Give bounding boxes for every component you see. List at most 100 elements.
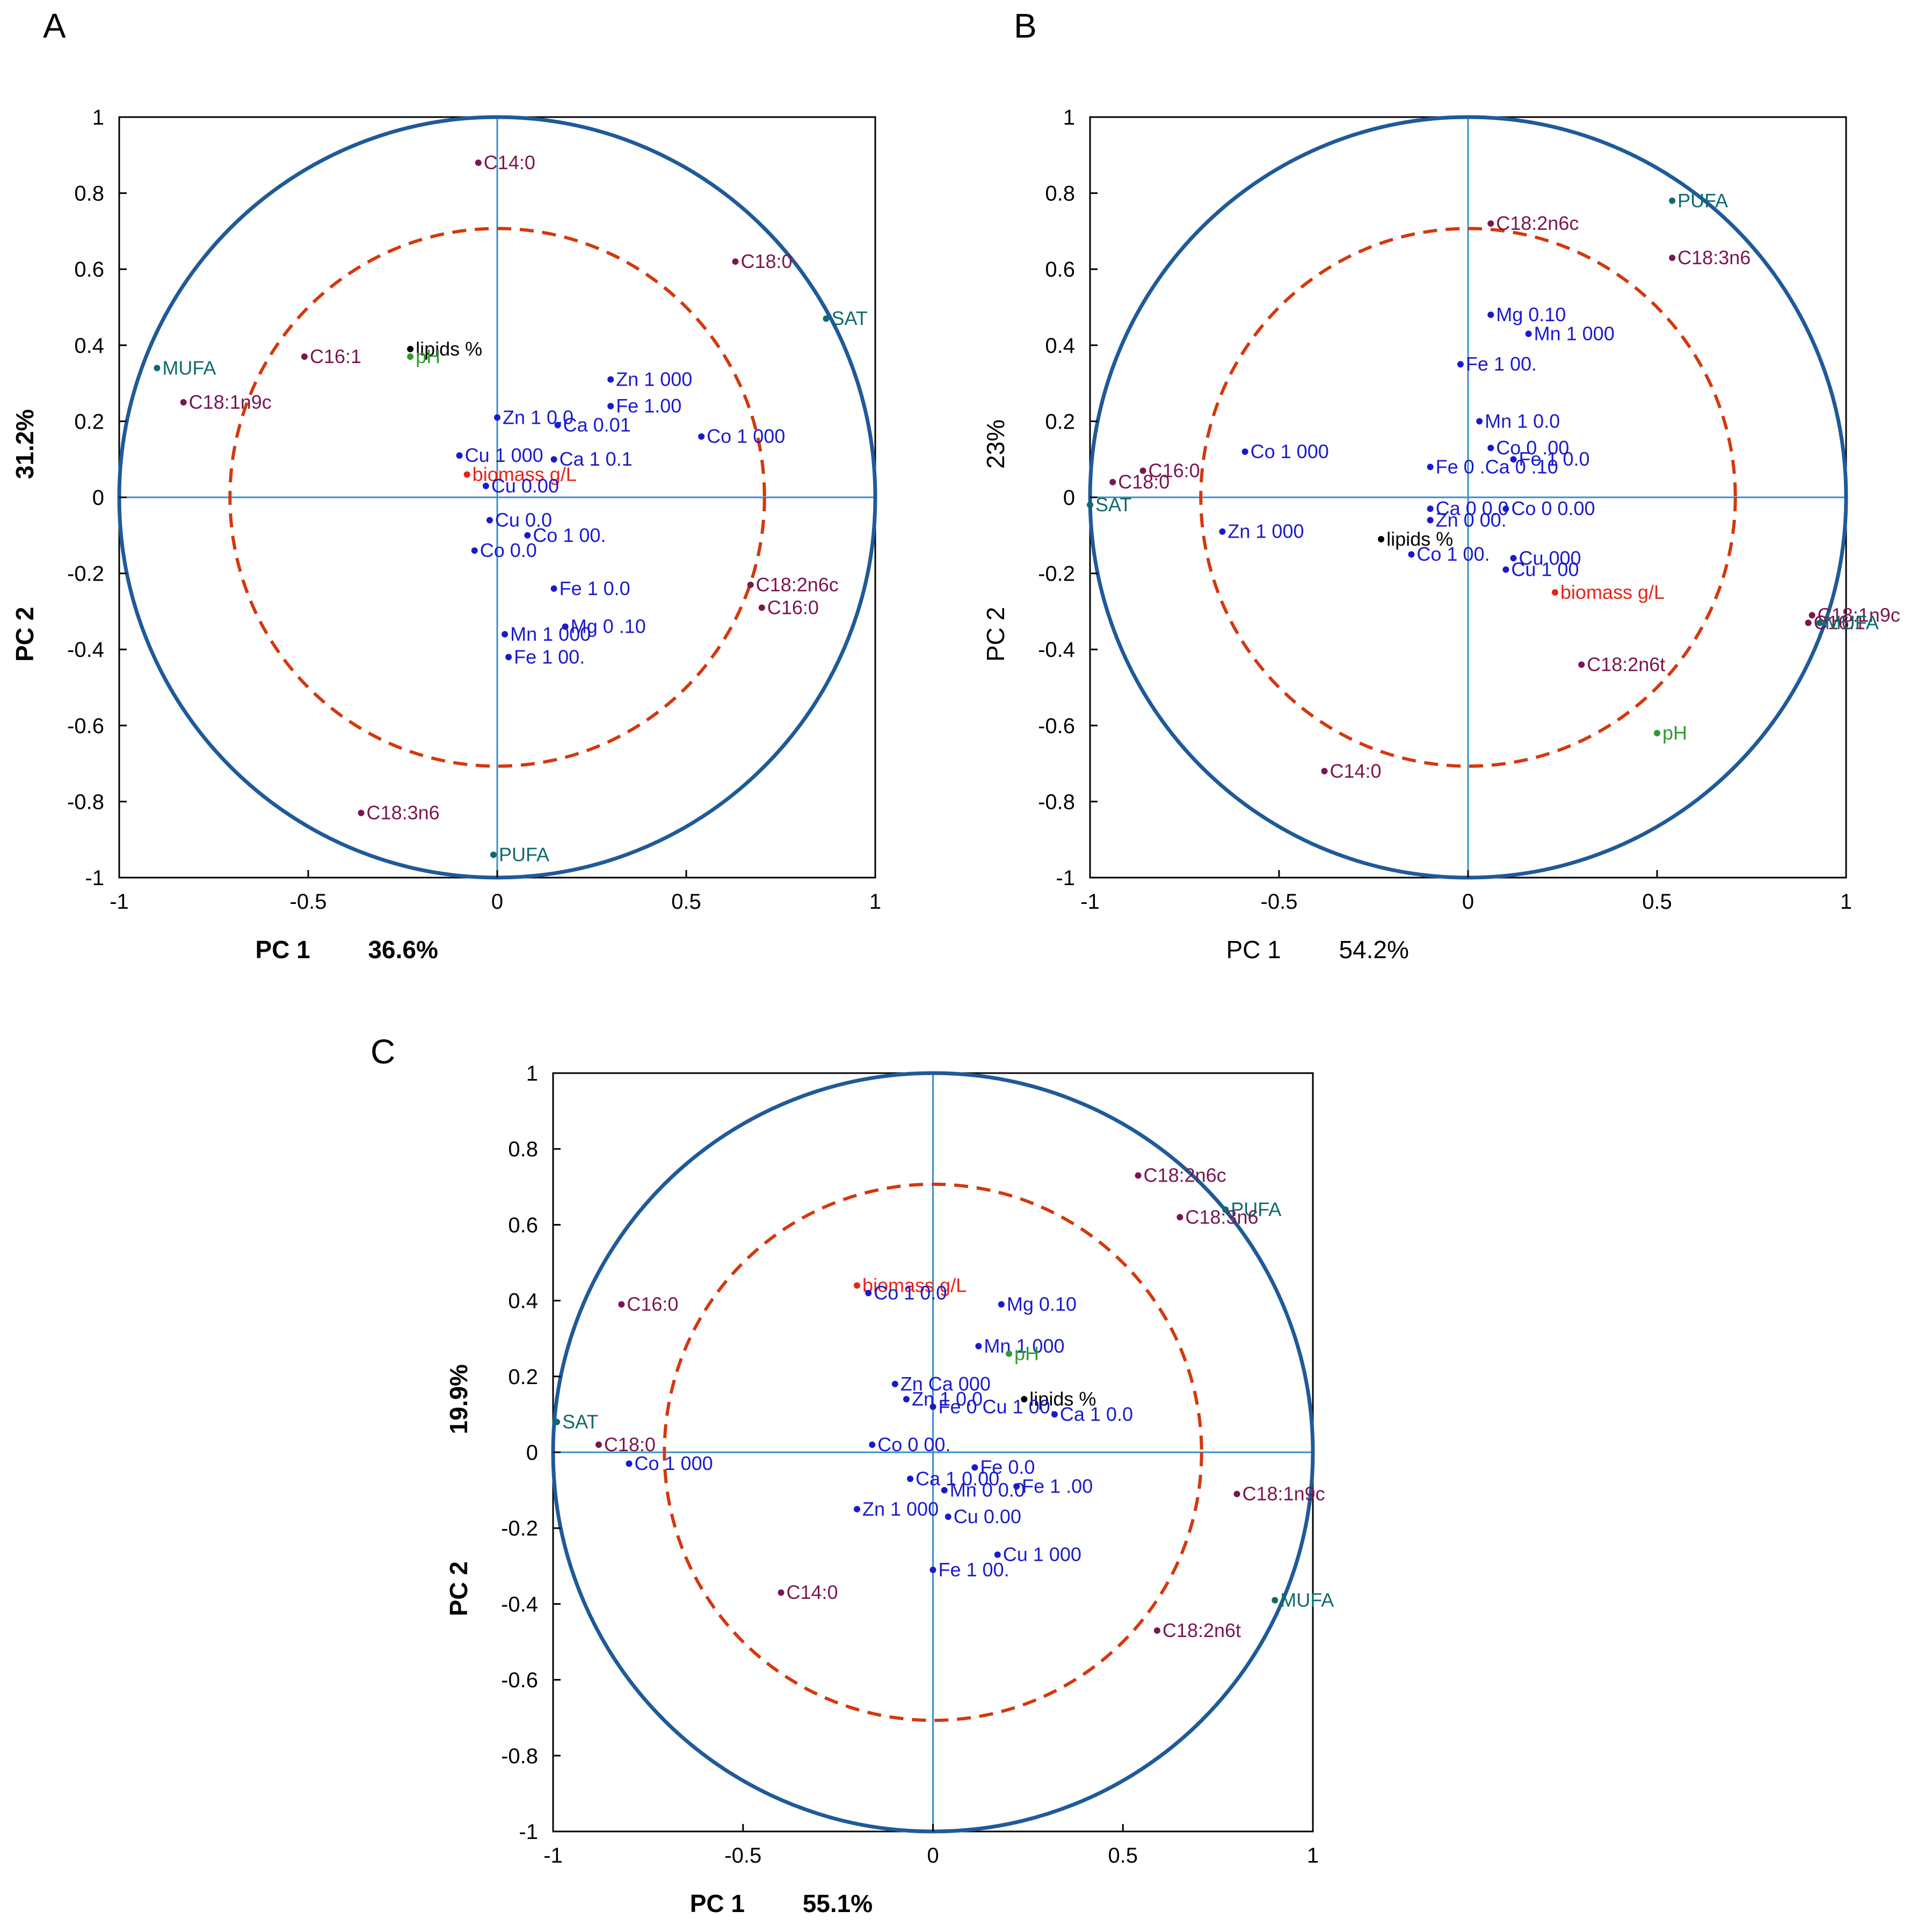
panel-b-point	[1427, 505, 1434, 512]
panel-c-point-label: Co 0 00.	[877, 1433, 950, 1456]
panel-c-point	[945, 1514, 952, 1520]
panel-a-point-label: biomass g/L	[473, 464, 577, 486]
panel-b-point-label: Zn 0 00.	[1436, 509, 1507, 531]
panel-a-point-label: C18:2n6c	[756, 574, 839, 596]
panel-a-y-tick-label: -0.6	[67, 714, 104, 738]
panel-a-point-label: pH	[416, 345, 440, 367]
panel-c-point	[891, 1380, 898, 1387]
panel-c-point	[903, 1396, 910, 1403]
panel-c-point-label: C18:2n6c	[1144, 1164, 1226, 1186]
panel-a-letter: A	[43, 6, 66, 45]
panel-b-point-label: C18:3n6	[1677, 247, 1751, 269]
panel-a-point	[482, 482, 489, 489]
panel-c-y-tick-label: 0.4	[508, 1290, 538, 1313]
panel-b-point-label: MUFA	[1825, 612, 1879, 634]
panel-a-point	[180, 399, 187, 406]
panel-c-point-label: Fe 0.0	[980, 1456, 1035, 1478]
panel-b-point-label: C16:0	[1149, 459, 1200, 481]
panel-b-y-axis-title: PC 2	[982, 607, 1009, 662]
panel-c-point	[626, 1460, 633, 1467]
panel-b-point	[1816, 619, 1823, 626]
panel-c-inner-dashed-circle	[663, 1182, 1203, 1722]
panel-b-point-label: C18:0	[1118, 471, 1170, 493]
panel-c-point	[1233, 1490, 1240, 1497]
panel-a-x-tick-label: -1	[110, 890, 129, 914]
panel-c-point-label: Zn 1 0.0	[912, 1388, 983, 1410]
panel-b-y-tick-label: 0.2	[1045, 410, 1075, 433]
panel-c-y-tick-label: -0.4	[501, 1592, 538, 1616]
panel-a-point	[471, 547, 478, 554]
panel-a-point-label: C14:0	[484, 151, 535, 173]
panel-a-point	[524, 532, 531, 539]
panel-b-point	[1578, 661, 1585, 668]
panel-b-point	[1321, 767, 1328, 774]
panel-c-point-label: C18:3n6	[1185, 1206, 1258, 1228]
panel-c-y-tick-label: 0	[526, 1441, 538, 1465]
panel-a-point-label: Zn 1 0.0	[503, 406, 573, 428]
panel-a-point	[490, 851, 497, 858]
panel-a-point-label: C18:1n9c	[189, 391, 272, 413]
panel-c-y-tick-label: 0.8	[508, 1138, 538, 1161]
panel-b-point-label: Fe 1 00.	[1466, 353, 1537, 375]
panel-b-point	[1487, 444, 1494, 451]
panel-b-point	[1654, 729, 1660, 736]
panel-c-point-label: Co 1 0.0	[874, 1281, 947, 1304]
panel-c-point-label: Ca 1 0.00	[916, 1467, 999, 1489]
panel-a-y-tick-label: 0.8	[74, 182, 104, 206]
panel-b-y-tick-label: -0.4	[1038, 638, 1075, 662]
panel-a-point-label: Cu 1 000	[465, 444, 543, 466]
panel-a-point	[562, 623, 569, 630]
panel-b-point-label: Mn 1 0.0	[1485, 410, 1560, 432]
panel-b-point-label: Cu 000	[1519, 547, 1581, 569]
panel-c-point	[1222, 1206, 1229, 1213]
panel-a-point	[486, 517, 493, 524]
panel-b-point	[1487, 312, 1494, 318]
panel-a-point-label: Fe 1.00	[616, 395, 681, 417]
panel-a-y-tick-label: 0.6	[74, 258, 104, 281]
panel-c-point-label: Mn 1 000	[984, 1335, 1064, 1357]
panel-c-y-tick-label: 0.2	[508, 1365, 538, 1389]
panel-b-y-tick-label: 1	[1063, 106, 1075, 129]
panel-b-y-tick-label: -0.8	[1038, 790, 1075, 814]
panel-c-point-label: biomass g/L	[862, 1274, 967, 1296]
panel-c-point	[994, 1551, 1001, 1558]
panel-b-inner-dashed-circle	[1199, 227, 1737, 768]
panel-a-point	[823, 315, 830, 322]
panel-b-point	[1139, 467, 1146, 474]
panel-c-y-tick-label: 0.6	[508, 1213, 538, 1237]
panel-b-point-label: biomass g/L	[1560, 581, 1665, 603]
panel-a-point-label: C18:3n6	[367, 802, 440, 824]
panel-a-point-label: Zn 1 000	[616, 368, 692, 390]
panel-b-point-label: Co 0 .00	[1496, 437, 1569, 459]
panel-c-point	[618, 1301, 625, 1308]
panel-a-point-label: MUFA	[162, 357, 216, 379]
panel-b-point-label: Ca 0 0.0	[1436, 497, 1509, 519]
panel-a-point	[463, 471, 470, 478]
panel-b-point-label: C14:0	[1330, 760, 1381, 782]
panel-a-x-tick-label: 1	[869, 890, 881, 914]
panel-a-y-tick-label: 0.4	[74, 334, 104, 358]
panel-c-point-label: PUFA	[1231, 1198, 1281, 1220]
panel-b-point	[1669, 197, 1676, 204]
panel-a-y-tick-label: -0.2	[67, 562, 104, 586]
panel-a-point	[550, 585, 557, 592]
panel-a-point	[358, 809, 365, 816]
panel-c-x-axis-title: PC 1	[690, 1889, 745, 1917]
panel-b-point-label: Co 1 00.	[1417, 543, 1490, 565]
panel-b-x-tick-label: 1	[1840, 890, 1852, 914]
panel-a-point	[607, 403, 614, 410]
panel-a-y-tick-label: 0.2	[74, 410, 104, 433]
panel-a-point-label: Fe 1 00.	[514, 646, 585, 668]
panel-b-point-label: Mn 1 000	[1534, 323, 1615, 345]
panel-c-point-label: Cu 0.00	[954, 1505, 1021, 1527]
panel-c-point	[1021, 1396, 1028, 1403]
panel-b: B -1 -0.5 0 0.5 1 1 0.8 0.6 0.4 0.2 0 -0.2 -0.4 -0.6 -0…	[982, 6, 1900, 964]
panel-a-point-label: Ca 0.01	[563, 414, 631, 436]
panel-b-point-label: C18:2n6t	[1587, 654, 1665, 676]
panel-b-point	[1669, 254, 1676, 261]
panel-c-y-tick-label: -0.8	[501, 1744, 538, 1768]
panel-a-inner-dashed-circle	[228, 227, 766, 768]
panel-b-point-label: Co 1 000	[1251, 440, 1329, 462]
